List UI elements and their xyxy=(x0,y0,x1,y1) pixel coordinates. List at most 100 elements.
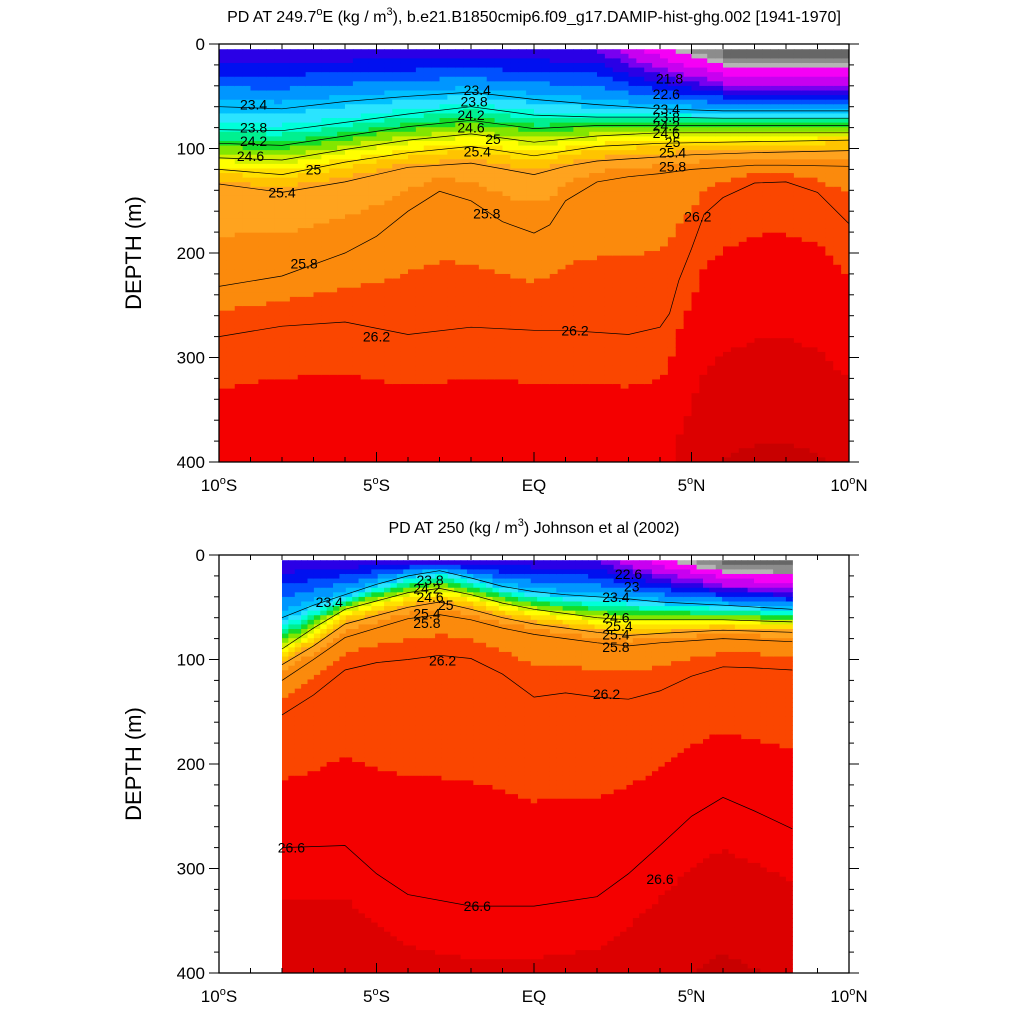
field-cell xyxy=(242,214,252,220)
field-cell xyxy=(612,324,622,330)
field-cell xyxy=(463,443,472,449)
field-cell xyxy=(447,191,456,197)
field-cell xyxy=(589,457,598,462)
field-cell xyxy=(415,397,425,403)
field-cell xyxy=(305,246,315,252)
field-cell xyxy=(431,118,441,124)
field-cell xyxy=(597,283,606,289)
field-cell xyxy=(431,393,441,399)
field-cell xyxy=(644,49,653,55)
field-cell xyxy=(250,223,259,229)
field-cell xyxy=(266,260,275,266)
field-cell xyxy=(573,452,582,459)
field-cell xyxy=(526,439,535,445)
field-cell xyxy=(431,67,441,73)
field-cell xyxy=(313,209,322,215)
field-cell xyxy=(400,53,409,59)
field-cell xyxy=(471,374,480,381)
field-cell xyxy=(400,209,409,215)
field-cell xyxy=(368,406,378,413)
field-cell xyxy=(329,374,338,381)
field-cell xyxy=(565,205,574,211)
field-cell xyxy=(219,218,228,225)
field-cell xyxy=(289,173,299,179)
field-cell xyxy=(455,356,464,362)
field-cell xyxy=(636,76,645,82)
field-cell xyxy=(282,296,291,303)
field-cell xyxy=(471,186,480,193)
field-cell xyxy=(219,319,228,326)
field-cell xyxy=(289,406,299,413)
field-cell xyxy=(313,374,322,381)
field-cell xyxy=(589,76,598,82)
field-cell xyxy=(494,118,504,124)
field-cell xyxy=(337,223,346,229)
field-cell xyxy=(463,315,472,321)
field-cell xyxy=(408,140,417,147)
field-cell xyxy=(573,260,582,266)
field-cell xyxy=(502,53,511,59)
field-cell xyxy=(494,232,504,238)
field-cell xyxy=(242,104,252,110)
field-cell xyxy=(478,49,488,55)
field-cell xyxy=(289,127,299,133)
field-cell xyxy=(226,168,236,174)
field-cell xyxy=(447,406,456,413)
field-cell xyxy=(573,397,582,403)
field-cell xyxy=(510,439,519,445)
field-cell xyxy=(589,338,598,344)
field-cell xyxy=(297,264,307,270)
field-cell xyxy=(510,159,519,165)
field-cell xyxy=(526,154,535,160)
field-cell xyxy=(226,429,236,436)
field-cell xyxy=(400,136,409,142)
field-cell xyxy=(644,246,653,252)
field-cell xyxy=(408,365,417,371)
field-cell xyxy=(360,205,370,211)
field-cell xyxy=(565,182,574,188)
field-cell xyxy=(628,76,637,82)
field-cell xyxy=(392,228,401,234)
field-cell xyxy=(565,241,574,248)
field-cell xyxy=(282,232,291,238)
field-cell xyxy=(266,232,275,238)
field-cell xyxy=(502,411,511,417)
field-cell xyxy=(620,361,630,367)
field-cell xyxy=(471,163,480,170)
field-cell xyxy=(557,255,567,261)
field-cell xyxy=(541,251,551,257)
field-cell xyxy=(486,351,496,358)
field-cell xyxy=(337,457,346,462)
field-cell xyxy=(431,241,441,248)
field-cell xyxy=(534,333,543,339)
field-cell xyxy=(384,328,393,335)
field-cell xyxy=(274,127,283,133)
field-cell xyxy=(289,237,299,243)
field-cell xyxy=(486,448,496,454)
field-cell xyxy=(242,131,252,137)
field-cell xyxy=(463,62,472,69)
field-cell xyxy=(321,283,330,289)
field-cell xyxy=(597,397,606,403)
field-cell xyxy=(557,150,567,156)
field-cell xyxy=(652,104,661,110)
field-cell xyxy=(258,296,267,303)
field-cell xyxy=(628,232,637,238)
field-cell xyxy=(510,397,519,403)
field-cell xyxy=(494,457,504,462)
field-cell xyxy=(352,347,362,353)
field-cell xyxy=(242,159,252,165)
field-cell xyxy=(478,113,488,119)
field-cell xyxy=(604,434,614,440)
field-cell xyxy=(234,67,244,73)
field-cell xyxy=(628,347,637,353)
field-cell xyxy=(408,411,417,417)
field-cell xyxy=(447,108,456,115)
field-cell xyxy=(486,278,496,284)
field-cell xyxy=(423,150,433,156)
field-cell xyxy=(408,296,417,303)
field-cell xyxy=(604,209,614,215)
field-cell xyxy=(313,315,322,321)
field-cell xyxy=(352,81,362,87)
field-cell xyxy=(549,251,559,257)
